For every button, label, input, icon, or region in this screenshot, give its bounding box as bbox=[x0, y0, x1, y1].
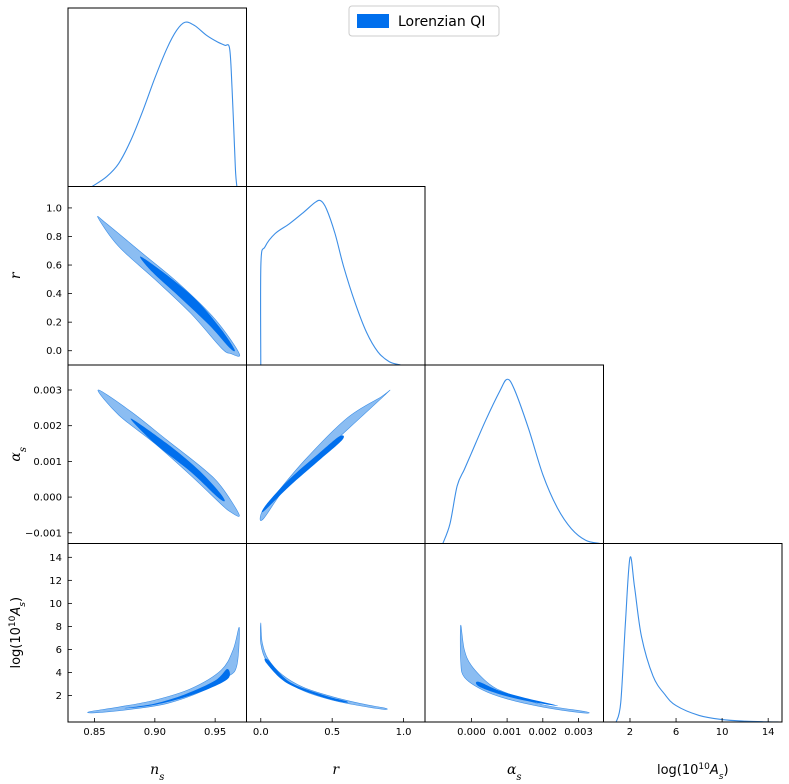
y-tick-label: 0.0 bbox=[46, 346, 62, 357]
y-tick-label: 10 bbox=[49, 599, 62, 610]
panel-as-as bbox=[424, 364, 604, 544]
y-tick-label: 0.003 bbox=[33, 385, 62, 396]
panel-ns-ns bbox=[67, 7, 247, 187]
panel-ns-r bbox=[67, 186, 247, 366]
contour-95-r-as bbox=[259, 389, 391, 521]
contour-68-r-as bbox=[261, 435, 344, 513]
x-tick-label: 0.003 bbox=[564, 727, 593, 738]
x-tick-label: 0.95 bbox=[204, 727, 226, 738]
y-axis-label-as: αs bbox=[8, 447, 29, 462]
x-axis-label-r: r bbox=[332, 762, 340, 778]
x-axis-label-lnA: log(1010As) bbox=[657, 762, 729, 782]
x-tick-label: 0.0 bbox=[253, 727, 269, 738]
panel-frame bbox=[67, 364, 247, 544]
panel-r-r bbox=[246, 186, 426, 366]
panel-r-as bbox=[246, 364, 426, 544]
x-axis-label-as: αs bbox=[507, 762, 522, 783]
marginal-as-line bbox=[442, 378, 601, 544]
y-tick-label: 1.0 bbox=[46, 203, 62, 214]
y-tick-label: 14 bbox=[49, 553, 62, 564]
marginal-ns-line bbox=[91, 21, 238, 187]
x-tick-label: 6 bbox=[673, 727, 679, 738]
panel-frame bbox=[246, 364, 426, 544]
legend-label: Lorenzian QI bbox=[398, 14, 485, 30]
y-tick-label: 0.001 bbox=[33, 457, 62, 468]
x-tick-label: 10 bbox=[716, 727, 729, 738]
y-tick-label: 0.6 bbox=[46, 261, 62, 272]
x-tick-label: 0.5 bbox=[324, 727, 340, 738]
panel-r-lnA bbox=[246, 543, 426, 723]
y-tick-label: −0.001 bbox=[25, 528, 62, 539]
x-tick-label: 14 bbox=[762, 727, 775, 738]
contour-95-ns-lnA bbox=[87, 627, 240, 714]
x-tick-label: 2 bbox=[627, 727, 633, 738]
y-axis-label-lnA: log(1010As) bbox=[8, 597, 28, 669]
panel-frame bbox=[67, 7, 247, 187]
panel-ns-as bbox=[67, 364, 247, 544]
y-tick-label: 8 bbox=[56, 622, 62, 633]
y-tick-label: 6 bbox=[56, 645, 62, 656]
y-tick-label: 4 bbox=[56, 668, 62, 679]
x-axis-label-ns: ns bbox=[150, 762, 164, 783]
y-axis-label-r: r bbox=[8, 271, 24, 279]
legend: Lorenzian QI bbox=[348, 5, 500, 37]
marginal-r-line bbox=[260, 199, 401, 365]
x-tick-label: 0.000 bbox=[457, 727, 486, 738]
panel-frame bbox=[246, 543, 426, 723]
x-tick-label: 0.85 bbox=[83, 727, 105, 738]
contour-68-ns-lnA bbox=[124, 669, 230, 709]
x-tick-label: 0.90 bbox=[144, 727, 166, 738]
y-tick-label: 0.002 bbox=[33, 421, 62, 432]
x-tick-label: 0.002 bbox=[528, 727, 557, 738]
marginal-lnA-line bbox=[615, 556, 780, 722]
panel-frame bbox=[246, 186, 426, 366]
panel-frame bbox=[603, 543, 783, 723]
x-tick-label: 0.001 bbox=[493, 727, 522, 738]
legend-frame bbox=[348, 5, 500, 37]
y-tick-label: 0.4 bbox=[46, 289, 62, 300]
y-tick-label: 2 bbox=[56, 691, 62, 702]
contour-68-as-lnA bbox=[475, 681, 559, 706]
panel-as-lnA bbox=[424, 543, 604, 723]
y-tick-label: 0.000 bbox=[33, 493, 62, 504]
panel-frame bbox=[67, 543, 247, 723]
panel-ns-lnA bbox=[67, 543, 247, 723]
contour-68-ns-as bbox=[130, 418, 225, 502]
contour-68-ns-r bbox=[139, 256, 235, 352]
y-tick-label: 0.2 bbox=[46, 318, 62, 329]
contour-68-r-lnA bbox=[264, 658, 349, 703]
legend-swatch bbox=[357, 14, 389, 28]
y-tick-label: 12 bbox=[49, 576, 62, 587]
panel-lnA-lnA bbox=[603, 543, 783, 723]
y-tick-label: 0.8 bbox=[46, 232, 62, 243]
x-tick-label: 1.0 bbox=[396, 727, 412, 738]
